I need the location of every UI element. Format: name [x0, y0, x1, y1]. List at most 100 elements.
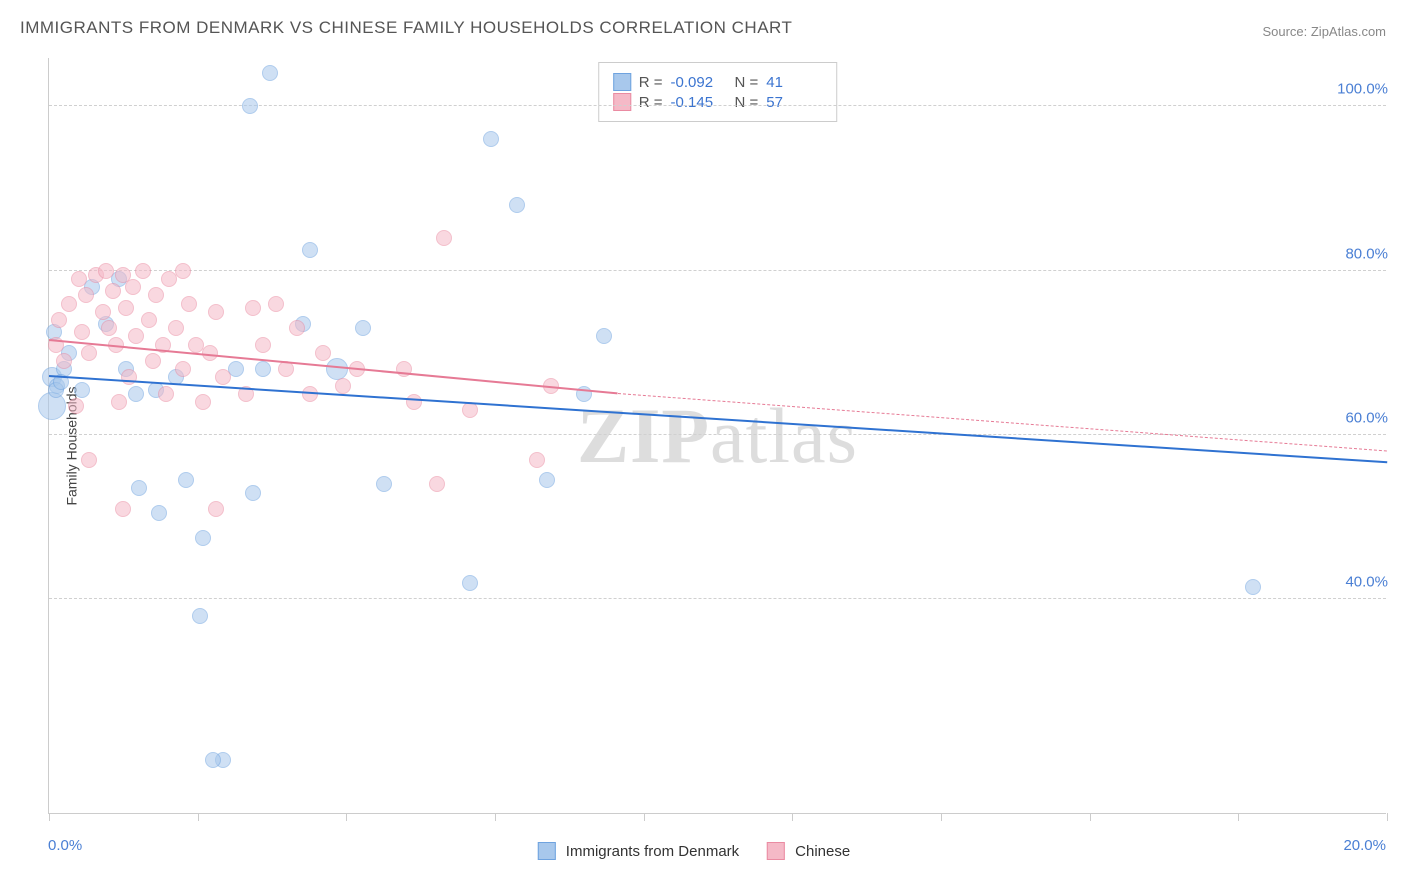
scatter-point — [483, 131, 499, 147]
scatter-point — [1245, 579, 1261, 595]
scatter-point — [208, 304, 224, 320]
scatter-point — [539, 472, 555, 488]
y-tick-label: 80.0% — [1341, 245, 1392, 262]
scatter-point — [141, 312, 157, 328]
scatter-point — [268, 296, 284, 312]
scatter-point — [255, 337, 271, 353]
chart-plot-area: ZIPatlas R = -0.092 N = 41 R = -0.145 N = 5… — [48, 58, 1386, 814]
scatter-point — [81, 452, 97, 468]
scatter-point — [215, 369, 231, 385]
scatter-point — [125, 279, 141, 295]
scatter-point — [98, 263, 114, 279]
scatter-point — [509, 197, 525, 213]
scatter-point — [255, 361, 271, 377]
x-tick — [346, 813, 347, 821]
scatter-point — [596, 328, 612, 344]
r-label: R = — [639, 74, 663, 91]
scatter-point — [396, 361, 412, 377]
x-tick — [1090, 813, 1091, 821]
scatter-point — [315, 345, 331, 361]
scatter-point — [78, 287, 94, 303]
x-tick — [1238, 813, 1239, 821]
scatter-point — [208, 501, 224, 517]
scatter-point — [128, 386, 144, 402]
scatter-point — [151, 505, 167, 521]
legend-swatch — [538, 842, 556, 860]
y-tick-label: 40.0% — [1341, 574, 1392, 591]
n-label: N = — [735, 94, 759, 111]
scatter-point — [81, 345, 97, 361]
scatter-point — [262, 65, 278, 81]
scatter-point — [245, 485, 261, 501]
n-value: 57 — [766, 94, 822, 111]
scatter-point — [121, 369, 137, 385]
scatter-point — [74, 382, 90, 398]
scatter-point — [335, 378, 351, 394]
scatter-point — [95, 304, 111, 320]
trend-line — [618, 393, 1387, 452]
legend-row: R = -0.145 N = 57 — [613, 93, 823, 111]
grid-line — [49, 270, 1386, 271]
scatter-point — [242, 98, 258, 114]
x-tick — [1387, 813, 1388, 821]
scatter-point — [429, 476, 445, 492]
correlation-legend: R = -0.092 N = 41 R = -0.145 N = 57 — [598, 62, 838, 122]
scatter-point — [51, 312, 67, 328]
x-tick — [49, 813, 50, 821]
scatter-point — [376, 476, 392, 492]
source-label: Source: ZipAtlas.com — [1262, 24, 1386, 39]
n-value: 41 — [766, 74, 822, 91]
r-value: -0.145 — [671, 94, 727, 111]
scatter-point — [101, 320, 117, 336]
scatter-point — [71, 271, 87, 287]
scatter-point — [175, 361, 191, 377]
scatter-point — [111, 394, 127, 410]
scatter-point — [529, 452, 545, 468]
scatter-point — [195, 530, 211, 546]
x-tick — [198, 813, 199, 821]
scatter-point — [406, 394, 422, 410]
grid-line — [49, 598, 1386, 599]
scatter-point — [115, 501, 131, 517]
x-axis-min-label: 0.0% — [48, 837, 82, 854]
scatter-point — [158, 386, 174, 402]
y-tick-label: 60.0% — [1341, 410, 1392, 427]
scatter-point — [192, 608, 208, 624]
n-label: N = — [735, 74, 759, 91]
scatter-point — [462, 575, 478, 591]
scatter-point — [118, 300, 134, 316]
legend-swatch — [613, 73, 631, 91]
legend-label: Immigrants from Denmark — [566, 843, 739, 860]
scatter-point — [74, 324, 90, 340]
chart-title: IMMIGRANTS FROM DENMARK VS CHINESE FAMIL… — [20, 18, 792, 38]
scatter-point — [462, 402, 478, 418]
scatter-point — [68, 398, 84, 414]
scatter-point — [61, 296, 77, 312]
scatter-point — [105, 283, 121, 299]
scatter-point — [205, 752, 221, 768]
scatter-point — [245, 300, 261, 316]
watermark: ZIPatlas — [577, 391, 858, 481]
legend-label: Chinese — [795, 843, 850, 860]
legend-row: R = -0.092 N = 41 — [613, 73, 823, 91]
scatter-point — [355, 320, 371, 336]
legend-swatch — [613, 93, 631, 111]
legend-swatch — [767, 842, 785, 860]
scatter-point — [195, 394, 211, 410]
series-legend: Immigrants from Denmark Chinese — [538, 842, 868, 860]
scatter-point — [56, 353, 72, 369]
scatter-point — [168, 320, 184, 336]
scatter-point — [302, 242, 318, 258]
scatter-point — [436, 230, 452, 246]
y-tick-label: 100.0% — [1333, 81, 1392, 98]
x-axis-max-label: 20.0% — [1343, 837, 1386, 854]
scatter-point — [128, 328, 144, 344]
r-label: R = — [639, 94, 663, 111]
scatter-point — [145, 353, 161, 369]
x-tick — [644, 813, 645, 821]
r-value: -0.092 — [671, 74, 727, 91]
x-tick — [941, 813, 942, 821]
x-tick — [792, 813, 793, 821]
scatter-point — [135, 263, 151, 279]
scatter-point — [175, 263, 191, 279]
